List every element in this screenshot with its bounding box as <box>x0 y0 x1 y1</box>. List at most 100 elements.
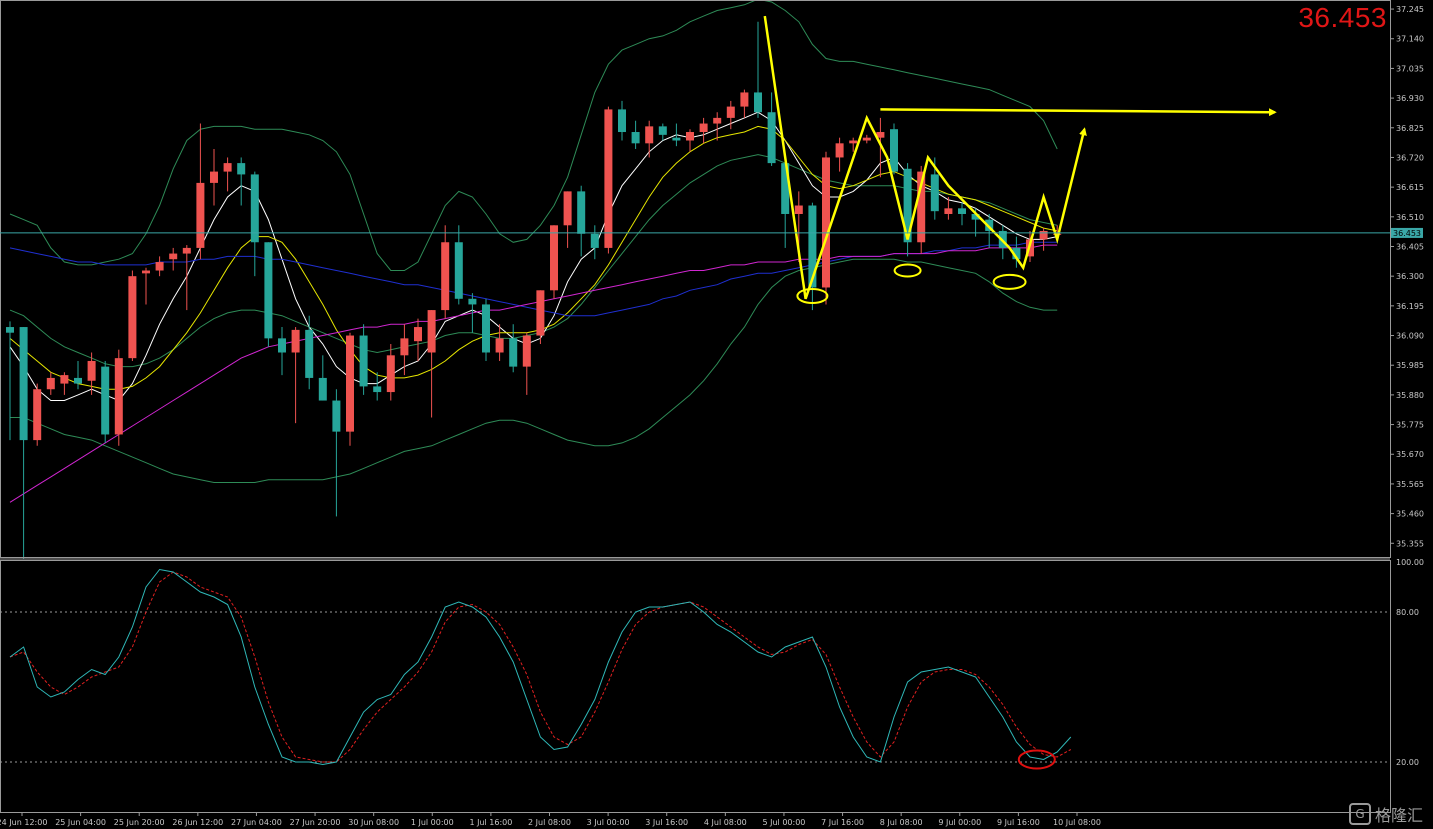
price-tick-label: 36.090 <box>1396 332 1424 341</box>
price-tick-label: 36.510 <box>1396 213 1424 222</box>
time-tick-label: 24 Jun 12:00 <box>0 818 47 827</box>
candle-body <box>87 360 96 381</box>
candle-body <box>386 355 395 393</box>
price-tick-label: 35.670 <box>1396 450 1424 459</box>
candle-body <box>590 233 599 248</box>
candle-body <box>373 386 382 393</box>
moving-averages <box>9 111 1058 503</box>
bollinger-middle <box>9 154 1058 368</box>
candle-body <box>114 358 123 435</box>
candle-body <box>427 310 436 353</box>
candle-body <box>835 143 844 158</box>
stochastic-tick-label: 100.00 <box>1396 558 1424 567</box>
stochastic-tick-label: 20.00 <box>1396 758 1419 767</box>
price-pane-frame <box>0 0 1391 558</box>
time-tick-label: 26 Jun 12:00 <box>172 818 223 827</box>
time-tick-label: 25 Jun 04:00 <box>55 818 106 827</box>
candle-body <box>713 117 722 124</box>
candle-body <box>794 205 803 214</box>
candle-body <box>318 377 327 401</box>
candle-body <box>332 400 341 432</box>
projection-arrow-path <box>763 15 1087 300</box>
price-tick-label: 36.405 <box>1396 242 1424 251</box>
candle-body <box>849 140 858 144</box>
time-tick-label: 30 Jun 08:00 <box>348 818 399 827</box>
support-ellipse <box>992 273 1027 290</box>
axes: 37.245 37.140 37.035 36.930 36.825 36.720 36.6… <box>0 0 1424 813</box>
candle-body <box>604 109 613 248</box>
stochastic-pane-frame <box>0 560 1391 813</box>
candle-body <box>808 205 817 288</box>
support-ellipse <box>893 263 922 278</box>
candle-body <box>414 327 422 342</box>
candle-body <box>264 242 273 339</box>
moving-average-line-1 <box>9 111 1058 402</box>
price-tick-label: 36.720 <box>1396 153 1424 162</box>
candle-body <box>726 106 735 118</box>
price-tick-label: 35.460 <box>1396 510 1424 519</box>
candle-body <box>6 327 14 333</box>
candle-body <box>223 163 232 172</box>
time-tick-label: 10 Jul 08:00 <box>1053 818 1101 827</box>
candle-body <box>468 298 477 305</box>
candle-body <box>631 132 640 144</box>
price-tick-label: 37.140 <box>1396 35 1424 44</box>
candle-body <box>101 366 110 435</box>
oversold-ellipse <box>1017 749 1056 770</box>
price-tick-label: 37.035 <box>1396 64 1424 73</box>
candle-body <box>169 253 178 260</box>
time-tick-label: 4 Jul 08:00 <box>704 818 747 827</box>
candle-body <box>550 225 558 291</box>
time-tick-label: 1 Jul 16:00 <box>469 818 512 827</box>
candle-body <box>822 157 830 288</box>
candle-body <box>441 242 450 311</box>
bollinger-lower <box>10 258 1058 483</box>
candle-body <box>672 137 681 141</box>
candle-body <box>618 109 626 133</box>
candle-body <box>454 242 463 299</box>
candle-body <box>60 375 69 384</box>
candle-body <box>536 290 545 336</box>
price-tick-label: 36.825 <box>1396 124 1424 133</box>
support-ellipse <box>796 287 829 304</box>
candle-body <box>862 137 871 141</box>
time-tick-label: 3 Jul 00:00 <box>587 818 630 827</box>
price-tick-label: 35.565 <box>1396 480 1424 489</box>
time-tick-label: 27 Jun 04:00 <box>231 818 282 827</box>
candle-body <box>944 208 953 214</box>
watermark-text: 格隆汇 <box>1374 806 1423 825</box>
stochastic-k-line <box>9 568 1072 766</box>
candle-body <box>33 389 42 441</box>
candle-body <box>346 335 354 432</box>
candle-body <box>522 335 531 367</box>
price-tick-label: 35.985 <box>1396 361 1424 370</box>
price-pane <box>6 0 1277 559</box>
candle-body <box>400 338 409 356</box>
candle-body <box>903 168 912 243</box>
price-tick-label: 35.355 <box>1396 539 1424 548</box>
candle-body <box>930 174 939 212</box>
time-tick-label: 25 Jun 20:00 <box>114 818 165 827</box>
bollinger-upper <box>9 0 1058 271</box>
candle-body <box>291 329 300 353</box>
stochastic-tick-label: 80.00 <box>1396 608 1419 617</box>
candle-body <box>19 327 28 441</box>
logo-icon: G <box>1348 803 1371 825</box>
time-tick-label: 5 Jul 00:00 <box>762 818 805 827</box>
price-tick-label: 35.880 <box>1396 391 1424 400</box>
stochastic-pane: 100.00 80.00 20.00 <box>0 558 1424 770</box>
watermark: G 格隆汇 <box>1348 802 1423 826</box>
time-tick-label: 27 Jun 20:00 <box>290 818 341 827</box>
candle-body <box>509 338 518 367</box>
stochastic-d-line <box>9 571 1072 763</box>
candle-body <box>754 92 762 113</box>
annotations <box>763 15 1277 304</box>
bollinger-bands <box>9 0 1058 483</box>
time-tick-label: 1 Jul 00:00 <box>411 818 454 827</box>
candle-body <box>142 270 150 274</box>
candle-body <box>971 213 980 220</box>
candle-body <box>890 129 898 172</box>
candle-body <box>128 276 137 359</box>
time-tick-label: 2 Jul 08:00 <box>528 818 571 827</box>
